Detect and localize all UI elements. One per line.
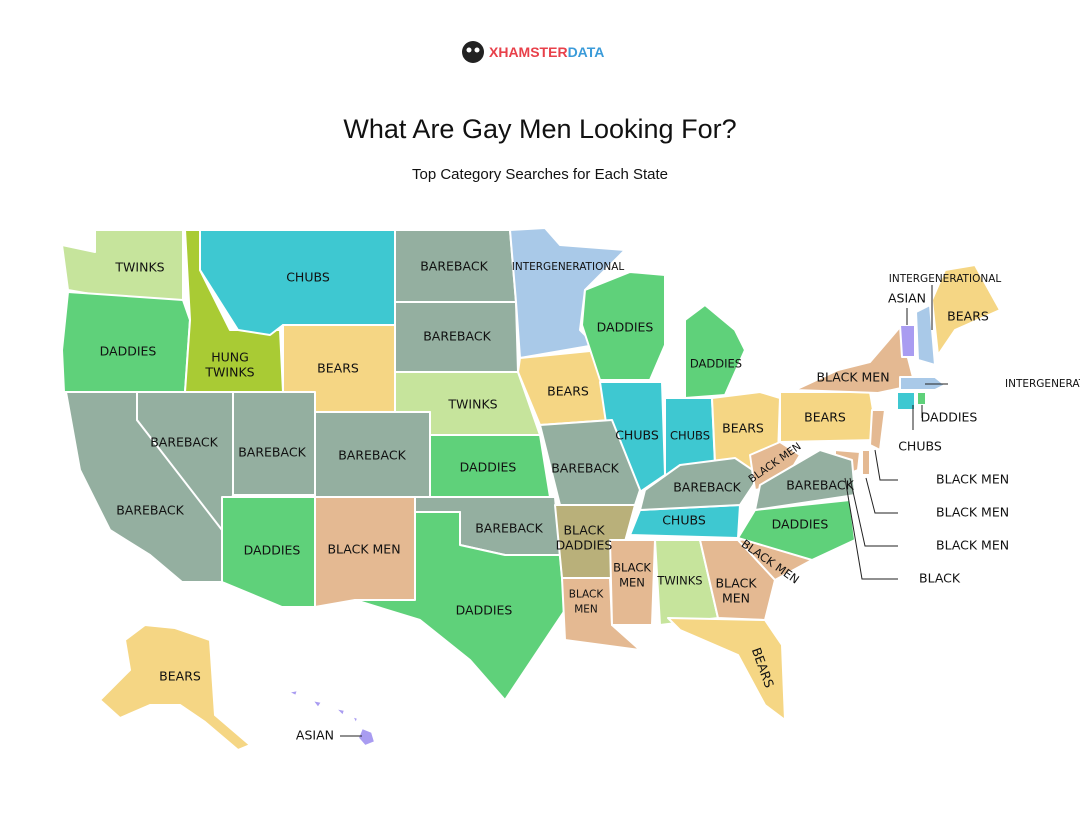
state-label: DADDIES [456, 603, 513, 618]
state-label: BLACK MEN [569, 589, 605, 616]
state-label: DADDIES [921, 410, 978, 425]
state-label: BAREBACK [551, 461, 619, 476]
state-label: BEARS [159, 669, 201, 684]
state-label: CHUBS [615, 428, 659, 443]
state [99, 624, 251, 751]
brand-name: XHAMSTER [489, 44, 568, 60]
state [754, 449, 856, 511]
state [232, 391, 316, 496]
label-line: BLACK [563, 522, 605, 537]
states [61, 227, 1001, 751]
state [357, 727, 376, 747]
state-label: BAREBACK [116, 503, 184, 518]
state [311, 699, 323, 709]
label-line: BLACK [715, 575, 757, 590]
state [896, 391, 916, 411]
state [899, 376, 946, 391]
state [581, 271, 666, 381]
state-label: DADDIES [690, 357, 742, 371]
state [221, 496, 316, 608]
label-line: MEN [619, 575, 645, 589]
label-line: TWINKS [204, 364, 254, 379]
state-label: ASIAN [888, 291, 926, 306]
state-label: BLACK DADDIES [556, 522, 613, 552]
label-line: MEN [722, 590, 750, 605]
logo: XHAMSTERDATA [462, 41, 604, 63]
state-label: BAREBACK [786, 478, 854, 493]
state-label: BAREBACK [475, 521, 543, 536]
state-label: BEARS [317, 361, 359, 376]
state-label: BLACK MEN [816, 370, 889, 385]
state [287, 689, 299, 697]
state-label: TWINKS [656, 574, 702, 588]
state [916, 391, 927, 406]
label-line: BLACK [613, 560, 651, 574]
label-line: DADDIES [556, 537, 613, 552]
state-label: BEARS [547, 384, 589, 399]
title: What Are Gay Men Looking For? [343, 114, 736, 144]
state-label: BLACK MEN [715, 575, 757, 605]
state-label: ASIAN [296, 728, 334, 743]
state-label: DADDIES [597, 320, 654, 335]
state [561, 577, 641, 651]
state-label: CHUBS [286, 270, 330, 285]
state-label: BAREBACK [150, 435, 218, 450]
leader-line [874, 449, 898, 481]
label-line: MEN [574, 604, 598, 616]
state [667, 617, 786, 721]
state-label: BAREBACK [420, 259, 488, 274]
state-label: BEARS [804, 410, 846, 425]
leader-line [849, 477, 898, 547]
state-label: CHUBS [898, 439, 942, 454]
brand: XHAMSTERDATA [489, 44, 604, 60]
state-label: DADDIES [244, 543, 301, 558]
state-label: HUNG TWINKS [204, 349, 254, 379]
state-label: DADDIES [460, 460, 517, 475]
logo-eye [466, 47, 472, 53]
state-label: BEARS [947, 309, 989, 324]
state-label: INTERGENERATIONAL [512, 261, 625, 273]
state [869, 409, 886, 451]
state-label: BEARS [722, 421, 764, 436]
state-label: BAREBACK [423, 329, 491, 344]
state [61, 291, 191, 393]
state [737, 499, 856, 561]
state-label: BAREBACK [673, 480, 741, 495]
state-label: CHUBS [670, 429, 710, 443]
subtitle: Top Category Searches for Each State [412, 166, 668, 183]
state-label: INTERGENERATIONAL [1005, 378, 1080, 390]
state-label: BLACK MEN [936, 505, 1009, 520]
brand-suffix: DATA [568, 44, 605, 60]
state [539, 419, 641, 506]
state [684, 304, 746, 399]
state [354, 511, 566, 701]
state-label: BLACK MEN [936, 472, 1009, 487]
state-label: CHUBS [662, 513, 706, 528]
logo-icon [462, 41, 484, 63]
state-label: BLACK MEN [936, 538, 1009, 553]
state-label: BAREBACK [238, 445, 306, 460]
state-label: DADDIES [100, 344, 157, 359]
label-line: HUNG [211, 349, 249, 364]
leader-line [844, 477, 898, 580]
state-label: TWINKS [447, 397, 497, 412]
state [334, 707, 346, 717]
leader-line [865, 477, 898, 514]
state-label: BLACK MEN [327, 542, 400, 557]
state [861, 449, 871, 476]
state [351, 715, 359, 725]
state-label: TWINKS [114, 260, 164, 275]
state-label: BLACK MEN [613, 560, 651, 589]
state [899, 324, 916, 358]
state [609, 539, 656, 626]
logo-eye [474, 47, 480, 53]
state [915, 304, 936, 366]
label-line: BLACK [569, 589, 605, 601]
state-label: BLACK [919, 571, 961, 586]
state-label: BAREBACK [338, 448, 406, 463]
state-label: DADDIES [772, 517, 829, 532]
state-label: INTERGENERATIONAL [889, 273, 1002, 285]
